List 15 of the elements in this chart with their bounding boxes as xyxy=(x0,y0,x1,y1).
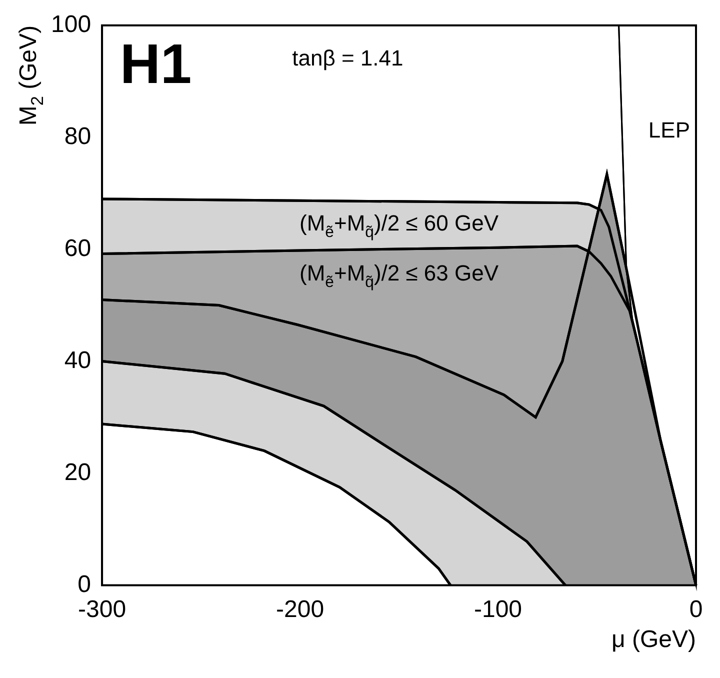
y-tick-label: 60 xyxy=(64,234,92,262)
y-tick-label: 20 xyxy=(64,458,92,486)
annotation: tanβ = 1.41 xyxy=(292,45,404,70)
x-tick-label: -200 xyxy=(276,596,324,624)
x-axis-title: μ (GeV) xyxy=(611,626,696,654)
x-tick-label: -300 xyxy=(78,596,126,624)
series-label: LEP xyxy=(648,117,690,142)
y-tick-label: 0 xyxy=(78,570,92,598)
x-tick-label: 0 xyxy=(689,596,703,624)
y-tick-label: 80 xyxy=(64,122,92,150)
annotation: H1 xyxy=(120,32,192,95)
y-tick-label: 40 xyxy=(64,346,92,374)
y-tick-label: 100 xyxy=(50,11,92,38)
x-tick-label: -100 xyxy=(474,596,522,624)
y-axis-title: M2 (GeV) xyxy=(15,25,48,126)
